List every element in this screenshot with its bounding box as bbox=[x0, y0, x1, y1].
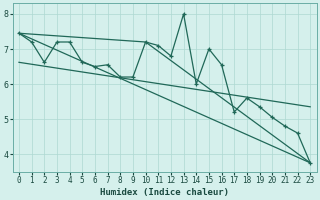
X-axis label: Humidex (Indice chaleur): Humidex (Indice chaleur) bbox=[100, 188, 229, 197]
